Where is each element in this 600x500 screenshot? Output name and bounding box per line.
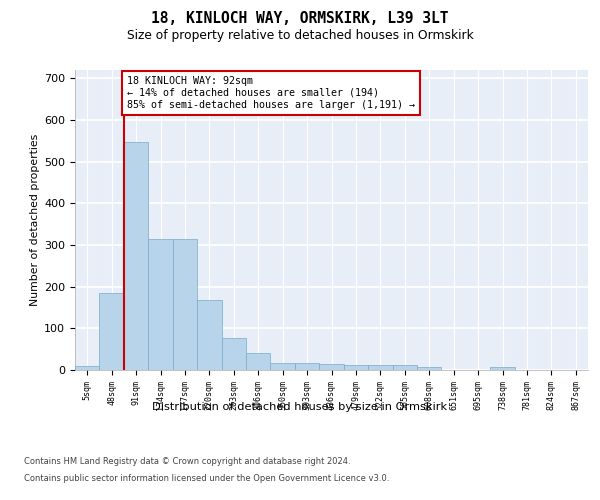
Text: Contains HM Land Registry data © Crown copyright and database right 2024.: Contains HM Land Registry data © Crown c… <box>24 458 350 466</box>
Text: Size of property relative to detached houses in Ormskirk: Size of property relative to detached ho… <box>127 29 473 42</box>
Bar <box>197 300 221 370</box>
Bar <box>75 366 100 370</box>
Bar <box>417 366 442 370</box>
Bar <box>392 366 417 370</box>
Bar <box>368 366 392 370</box>
Bar <box>490 367 515 370</box>
Bar <box>295 362 319 370</box>
Bar <box>124 142 148 370</box>
Bar <box>148 239 173 370</box>
Text: Contains public sector information licensed under the Open Government Licence v3: Contains public sector information licen… <box>24 474 389 483</box>
Bar <box>344 366 368 370</box>
Bar <box>221 338 246 370</box>
Text: Distribution of detached houses by size in Ormskirk: Distribution of detached houses by size … <box>152 402 448 412</box>
Bar <box>246 354 271 370</box>
Bar <box>271 362 295 370</box>
Y-axis label: Number of detached properties: Number of detached properties <box>30 134 40 306</box>
Bar <box>100 293 124 370</box>
Text: 18 KINLOCH WAY: 92sqm
← 14% of detached houses are smaller (194)
85% of semi-det: 18 KINLOCH WAY: 92sqm ← 14% of detached … <box>127 76 415 110</box>
Bar <box>173 239 197 370</box>
Text: 18, KINLOCH WAY, ORMSKIRK, L39 3LT: 18, KINLOCH WAY, ORMSKIRK, L39 3LT <box>151 11 449 26</box>
Bar <box>319 364 344 370</box>
